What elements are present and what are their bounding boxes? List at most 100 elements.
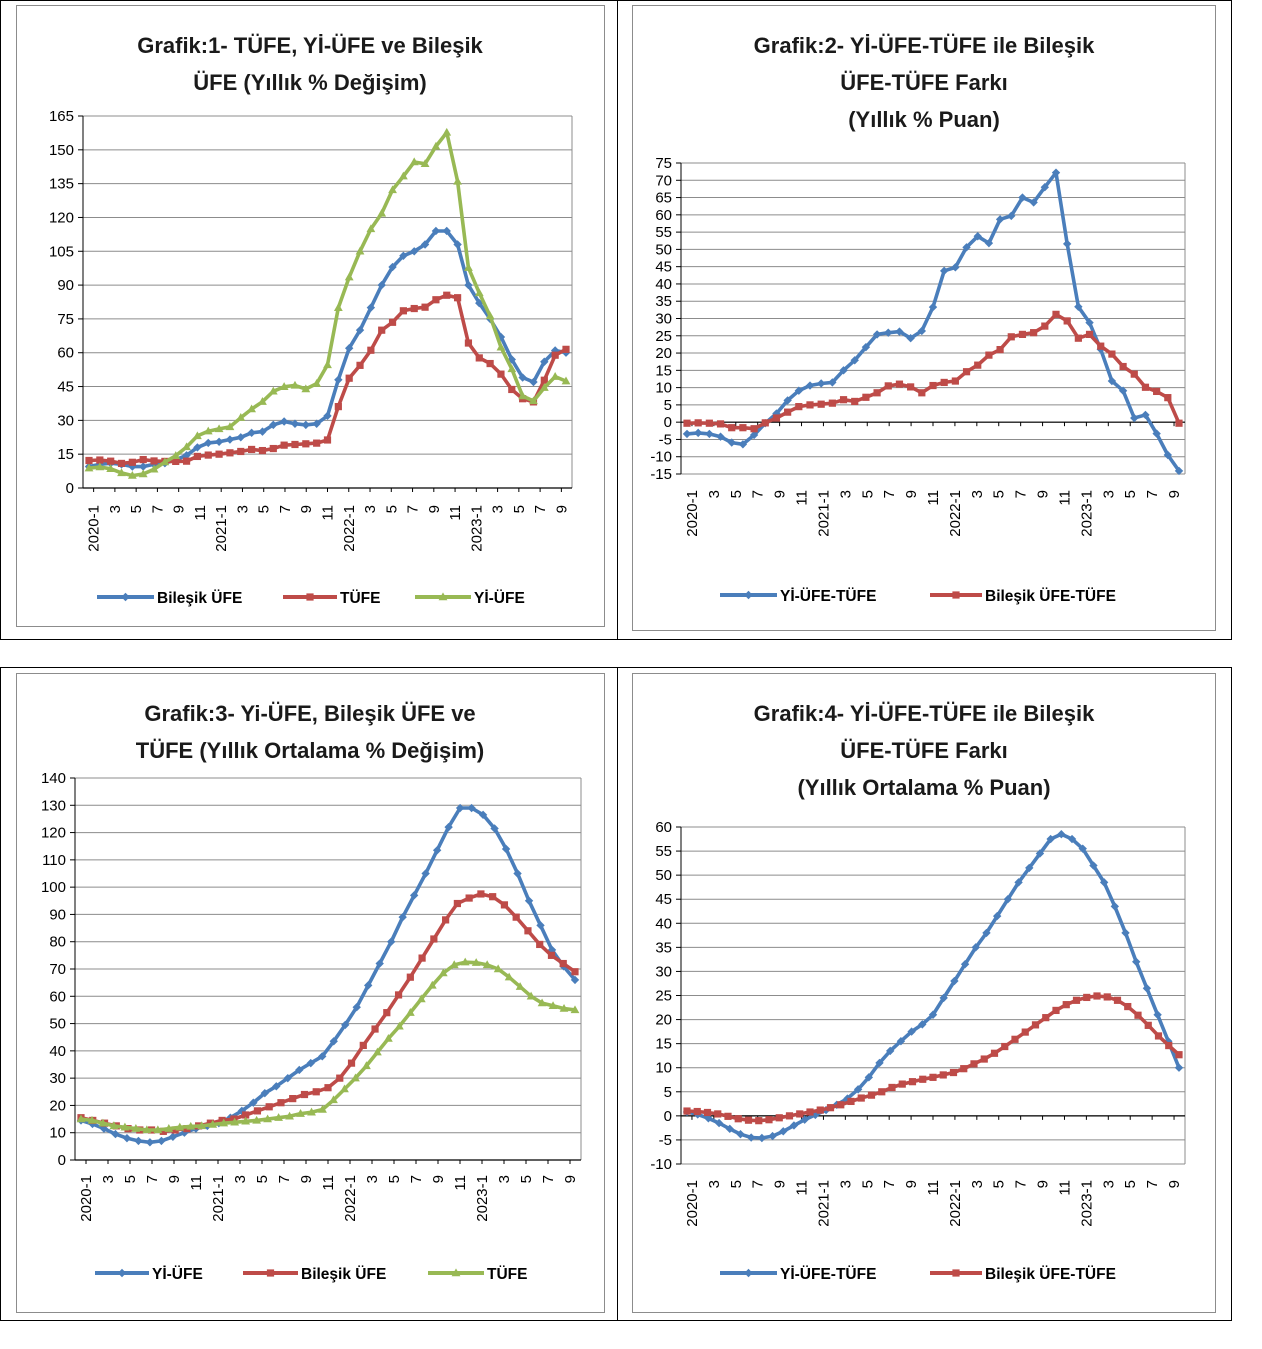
chart2-xtick-label: 7	[1013, 490, 1030, 498]
chart4-ytick-label: 10	[655, 1060, 672, 1077]
chart3-data-point	[230, 1117, 240, 1126]
chart4-data-point	[853, 1085, 863, 1094]
chart1-data-point	[421, 303, 429, 311]
chart4-data-point	[683, 1107, 691, 1115]
chart3-xtick-label: 7	[276, 1175, 293, 1183]
chart2-data-point	[683, 419, 691, 427]
chart3-data-point	[430, 935, 438, 943]
chart1-legend-marker	[438, 592, 448, 601]
chart4-data-point	[796, 1110, 804, 1118]
chart1-data-point	[377, 208, 387, 217]
chart4: Grafik:4- Yİ-ÜFE-TÜFE ile Bileşik ÜFE-TÜF…	[650, 701, 1186, 1283]
chart1-data-point	[312, 379, 322, 387]
chart4-data-point	[867, 1091, 876, 1099]
chart4-data-point	[800, 1115, 809, 1124]
chart4-data-point	[746, 1133, 756, 1142]
chart3-legend-label: TÜFE	[487, 1266, 527, 1283]
outer-frame-mid2	[617, 667, 618, 1321]
chart4-data-point	[898, 1080, 906, 1088]
chart3-data-point	[131, 1124, 141, 1132]
chart3-data-point	[265, 1103, 273, 1111]
chart3-data-point	[208, 1119, 218, 1128]
chart3-data-point	[218, 1116, 226, 1125]
chart2-xtick-label: 9	[1035, 490, 1052, 498]
chart2-data-point	[1018, 330, 1027, 338]
chart3-data-point	[98, 1118, 108, 1127]
chart2-data-point	[839, 366, 848, 375]
chart1-data-point	[420, 159, 430, 167]
chart2-data-point	[1107, 376, 1117, 386]
chart1-data-point	[84, 463, 94, 472]
chart2-ytick-label: -5	[659, 431, 672, 448]
outer-frame-mid	[617, 0, 618, 640]
chart1-data-point	[96, 456, 104, 464]
chart1-data-point	[247, 428, 256, 437]
chart4-data-point	[1165, 1041, 1173, 1050]
chart4-data-point	[725, 1124, 734, 1134]
chart3-data-point	[263, 1114, 273, 1123]
chart2-xtick-label: 7	[750, 490, 767, 498]
chart1-ytick-label: 0	[66, 480, 74, 497]
chart2-data-point	[906, 333, 915, 343]
chart1-data-point	[355, 325, 365, 335]
chart4-xtick-label: 7	[1144, 1180, 1161, 1188]
chart4-xtick-label: 11	[794, 1180, 811, 1196]
chart3-data-point	[406, 973, 414, 981]
chart2-data-point	[1051, 168, 1061, 177]
chart1-data-point	[378, 326, 386, 334]
chart2-xtick-label: 5	[728, 490, 745, 498]
chart2-data-point	[918, 389, 926, 397]
chart2-data-point	[828, 399, 836, 407]
chart2-data-point	[951, 263, 960, 272]
chart4-data-point	[714, 1118, 724, 1128]
chart2-data-point	[761, 419, 769, 427]
chart1-data-point	[214, 437, 224, 446]
chart3-data-point	[171, 1126, 179, 1134]
chart2-data-point	[939, 266, 949, 276]
chart4-data-point	[847, 1097, 855, 1106]
chart3-xtick-label: 11	[452, 1175, 469, 1191]
chart3-legend-marker	[266, 1269, 275, 1277]
chart4-xtick-label: 2023-1	[1078, 1180, 1095, 1227]
chart4-xtick-label: 7	[1013, 1180, 1030, 1188]
chart4-data-point	[980, 1055, 988, 1063]
chart4-data-point	[1124, 1002, 1132, 1011]
chart1-data-point	[431, 141, 441, 150]
chart1-data-point	[518, 391, 528, 400]
chart1-xtick-label: 5	[128, 505, 145, 513]
chart1-data-point	[323, 360, 332, 369]
chart1-ytick-label: 15	[57, 446, 74, 463]
chart2-data-point	[1130, 370, 1138, 378]
chart3-data-point	[460, 957, 470, 966]
chart4-data-point	[734, 1115, 742, 1123]
chart3-data-point	[283, 1073, 292, 1083]
chart4-title-line: ÜFE-TÜFE Farkı	[840, 738, 1007, 763]
chart2-xtick-label: 5	[1122, 490, 1139, 498]
chart3-series-line	[79, 806, 577, 1145]
chart1-data-point	[182, 457, 191, 465]
chart3-data-point	[307, 1107, 316, 1116]
chart3-xtick-label: 11	[320, 1175, 337, 1191]
chart1-data-point	[529, 377, 538, 387]
chart4-legend-label: Bileşik ÜFE-TÜFE	[985, 1266, 1116, 1283]
chart1-xtick-label: 5	[383, 505, 400, 513]
chart1-legend-label: TÜFE	[340, 590, 380, 607]
chart1-xtick-label: 9	[553, 505, 570, 513]
chart2-data-point	[727, 438, 736, 447]
chart2-data-point	[962, 368, 971, 376]
chart2-xtick-label: 7	[1144, 490, 1161, 498]
chart4-ytick-label: 20	[655, 1012, 672, 1029]
chart1-data-point	[193, 431, 202, 440]
chart4-xtick-label: 7	[881, 1180, 898, 1188]
chart3-data-point	[122, 1133, 132, 1143]
chart4-data-point	[1175, 1051, 1183, 1059]
chart1-data-point	[507, 364, 517, 373]
chart3-ytick-label: 130	[41, 797, 66, 814]
chart2-xtick-label: 2021-1	[815, 490, 832, 537]
chart3-data-point	[537, 998, 547, 1007]
chart3-data-point	[341, 1020, 350, 1030]
chart3-data-point	[157, 1136, 166, 1146]
chart1-data-point	[367, 346, 375, 354]
chart3-data-point	[467, 803, 476, 813]
chart3-data-point	[432, 846, 442, 855]
